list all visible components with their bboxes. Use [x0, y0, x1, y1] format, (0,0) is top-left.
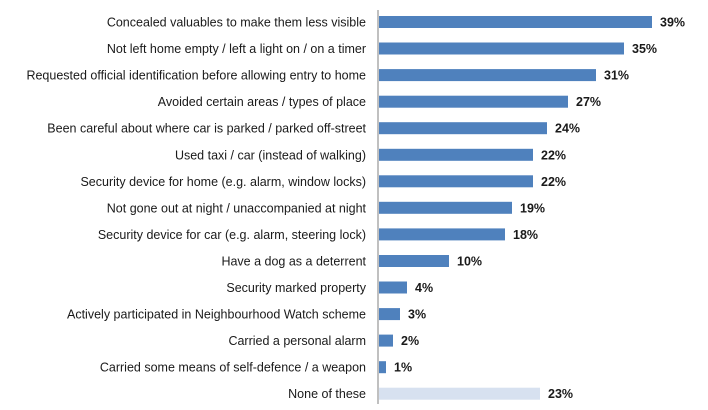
bar: [379, 69, 596, 82]
data-label: 22%: [541, 175, 566, 189]
data-label: 3%: [408, 308, 426, 322]
category-labels-group: Concealed valuables to make them less vi…: [26, 16, 366, 402]
category-label: Security device for car (e.g. alarm, ste…: [98, 228, 366, 242]
data-label: 31%: [604, 69, 629, 83]
bar: [379, 95, 568, 108]
category-label: Carried a personal alarm: [228, 334, 366, 348]
category-label: Been careful about where car is parked /…: [47, 122, 366, 136]
data-label: 35%: [632, 42, 657, 56]
data-label: 24%: [555, 122, 580, 136]
data-label: 23%: [548, 387, 573, 401]
data-label: 39%: [660, 16, 685, 30]
category-label: None of these: [288, 387, 366, 401]
category-label: Security device for home (e.g. alarm, wi…: [80, 175, 366, 189]
category-label: Carried some means of self-defence / a w…: [100, 361, 366, 375]
category-label: Concealed valuables to make them less vi…: [107, 16, 366, 30]
bar: [379, 148, 533, 161]
bars-group: [379, 16, 652, 400]
bar: [379, 16, 652, 28]
category-label: Actively participated in Neighbourhood W…: [67, 308, 366, 322]
category-label: Used taxi / car (instead of walking): [175, 148, 366, 162]
bar: [379, 228, 505, 241]
data-labels-group: 39%35%31%27% 24% 22% 22% 19% 18% 10% 4% 3% 2% 1% 23…: [394, 16, 685, 402]
data-label: 27%: [576, 95, 601, 109]
bar: [379, 42, 624, 55]
bar: [379, 308, 400, 321]
data-label: 1%: [394, 361, 412, 375]
data-label: 4%: [415, 281, 433, 295]
category-label: Requested official identification before…: [26, 69, 366, 83]
data-label: 19%: [520, 201, 545, 215]
bar: [379, 387, 540, 400]
category-label: Not gone out at night / unaccompanied at…: [107, 201, 367, 215]
bar: [379, 281, 407, 294]
bar: [379, 201, 512, 214]
bar: [379, 255, 449, 267]
bar: [379, 334, 393, 347]
bar: [379, 175, 533, 188]
data-label: 22%: [541, 148, 566, 162]
category-label: Not left home empty / left a light on / …: [107, 42, 366, 56]
data-label: 2%: [401, 334, 419, 348]
category-label: Have a dog as a deterrent: [221, 255, 366, 269]
data-label: 10%: [457, 255, 482, 269]
bar: [379, 361, 386, 374]
data-label: 18%: [513, 228, 538, 242]
bar: [379, 122, 547, 135]
category-label: Security marked property: [226, 281, 366, 295]
category-label: Avoided certain areas / types of place: [158, 95, 366, 109]
